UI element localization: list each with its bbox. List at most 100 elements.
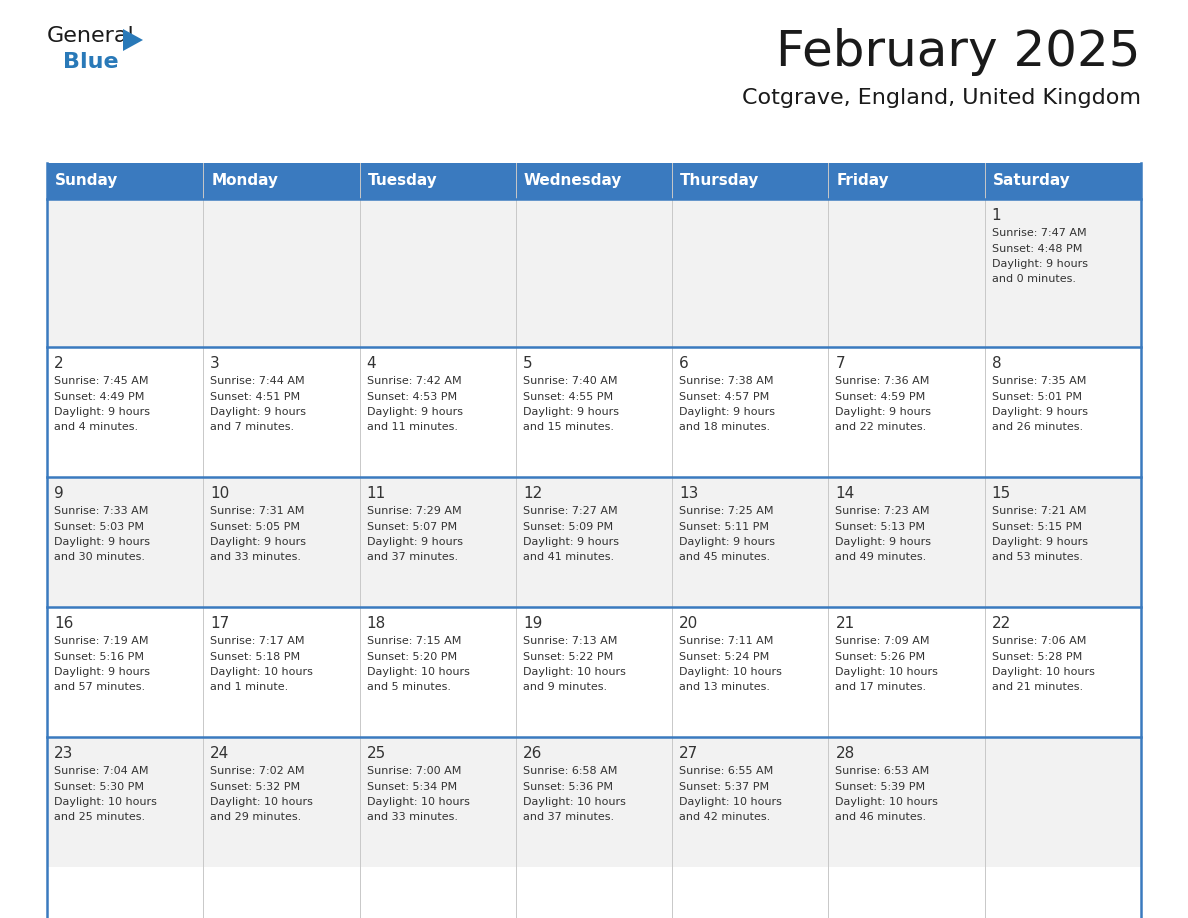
Text: Daylight: 10 hours: Daylight: 10 hours: [210, 667, 314, 677]
Text: Daylight: 9 hours: Daylight: 9 hours: [680, 537, 775, 547]
Bar: [48, 163, 1140, 199]
Text: Daylight: 9 hours: Daylight: 9 hours: [367, 537, 462, 547]
Text: Daylight: 9 hours: Daylight: 9 hours: [367, 407, 462, 417]
Text: 7: 7: [835, 356, 845, 371]
Text: Sunrise: 7:36 AM: Sunrise: 7:36 AM: [835, 376, 930, 386]
Text: 10: 10: [210, 486, 229, 501]
Text: February 2025: February 2025: [777, 28, 1140, 76]
Text: Daylight: 9 hours: Daylight: 9 hours: [992, 259, 1088, 269]
Text: and 17 minutes.: and 17 minutes.: [835, 682, 927, 692]
Text: 4: 4: [367, 356, 377, 371]
Text: Sunrise: 7:00 AM: Sunrise: 7:00 AM: [367, 766, 461, 776]
Text: 5: 5: [523, 356, 532, 371]
Text: and 46 minutes.: and 46 minutes.: [835, 812, 927, 823]
Text: Sunrise: 7:35 AM: Sunrise: 7:35 AM: [992, 376, 1086, 386]
Text: Daylight: 9 hours: Daylight: 9 hours: [53, 537, 150, 547]
Text: Cotgrave, England, United Kingdom: Cotgrave, England, United Kingdom: [742, 88, 1140, 108]
Text: 18: 18: [367, 616, 386, 631]
Text: 14: 14: [835, 486, 854, 501]
Text: Sunset: 4:51 PM: Sunset: 4:51 PM: [210, 391, 301, 401]
Text: and 26 minutes.: and 26 minutes.: [992, 422, 1082, 432]
Text: 21: 21: [835, 616, 854, 631]
Text: Daylight: 10 hours: Daylight: 10 hours: [992, 667, 1094, 677]
Text: Daylight: 10 hours: Daylight: 10 hours: [367, 667, 469, 677]
Text: and 49 minutes.: and 49 minutes.: [835, 553, 927, 563]
Text: Sunset: 5:26 PM: Sunset: 5:26 PM: [835, 652, 925, 662]
Text: Daylight: 9 hours: Daylight: 9 hours: [992, 407, 1088, 417]
Text: Sunrise: 7:09 AM: Sunrise: 7:09 AM: [835, 636, 930, 646]
Text: and 25 minutes.: and 25 minutes.: [53, 812, 145, 823]
Text: Sunset: 5:15 PM: Sunset: 5:15 PM: [992, 521, 1082, 532]
Text: Sunset: 4:53 PM: Sunset: 4:53 PM: [367, 391, 456, 401]
Text: Daylight: 10 hours: Daylight: 10 hours: [680, 797, 782, 807]
Text: Sunset: 5:34 PM: Sunset: 5:34 PM: [367, 781, 456, 791]
Text: Tuesday: Tuesday: [367, 174, 437, 188]
Text: Sunrise: 7:21 AM: Sunrise: 7:21 AM: [992, 506, 1086, 516]
Text: Sunset: 5:24 PM: Sunset: 5:24 PM: [680, 652, 770, 662]
Text: Friday: Friday: [836, 174, 889, 188]
Text: Sunset: 4:48 PM: Sunset: 4:48 PM: [992, 243, 1082, 253]
Text: Daylight: 9 hours: Daylight: 9 hours: [53, 667, 150, 677]
Text: Sunrise: 6:58 AM: Sunrise: 6:58 AM: [523, 766, 618, 776]
Text: and 42 minutes.: and 42 minutes.: [680, 812, 770, 823]
Text: Sunset: 5:07 PM: Sunset: 5:07 PM: [367, 521, 456, 532]
Text: Sunrise: 7:47 AM: Sunrise: 7:47 AM: [992, 228, 1086, 238]
Text: 11: 11: [367, 486, 386, 501]
Text: 13: 13: [680, 486, 699, 501]
Text: 8: 8: [992, 356, 1001, 371]
Text: Sunrise: 7:13 AM: Sunrise: 7:13 AM: [523, 636, 618, 646]
Text: Sunset: 5:11 PM: Sunset: 5:11 PM: [680, 521, 769, 532]
Text: Sunset: 5:01 PM: Sunset: 5:01 PM: [992, 391, 1082, 401]
Text: 25: 25: [367, 746, 386, 761]
Text: Saturday: Saturday: [993, 174, 1070, 188]
Text: Sunset: 5:16 PM: Sunset: 5:16 PM: [53, 652, 144, 662]
Text: Daylight: 9 hours: Daylight: 9 hours: [523, 407, 619, 417]
Text: Sunrise: 7:25 AM: Sunrise: 7:25 AM: [680, 506, 773, 516]
Text: 12: 12: [523, 486, 542, 501]
Text: and 53 minutes.: and 53 minutes.: [992, 553, 1082, 563]
Text: Sunset: 4:57 PM: Sunset: 4:57 PM: [680, 391, 770, 401]
Text: 22: 22: [992, 616, 1011, 631]
Text: Sunset: 5:20 PM: Sunset: 5:20 PM: [367, 652, 456, 662]
Text: 17: 17: [210, 616, 229, 631]
Text: Sunset: 5:13 PM: Sunset: 5:13 PM: [835, 521, 925, 532]
Text: and 4 minutes.: and 4 minutes.: [53, 422, 138, 432]
Text: and 7 minutes.: and 7 minutes.: [210, 422, 295, 432]
Text: and 29 minutes.: and 29 minutes.: [210, 812, 302, 823]
Text: and 18 minutes.: and 18 minutes.: [680, 422, 770, 432]
Text: Sunrise: 7:06 AM: Sunrise: 7:06 AM: [992, 636, 1086, 646]
Text: Daylight: 9 hours: Daylight: 9 hours: [210, 537, 307, 547]
Text: Daylight: 9 hours: Daylight: 9 hours: [680, 407, 775, 417]
Text: Sunrise: 7:38 AM: Sunrise: 7:38 AM: [680, 376, 773, 386]
Text: Sunrise: 7:23 AM: Sunrise: 7:23 AM: [835, 506, 930, 516]
Text: Sunrise: 6:53 AM: Sunrise: 6:53 AM: [835, 766, 930, 776]
Text: and 11 minutes.: and 11 minutes.: [367, 422, 457, 432]
Text: Sunset: 5:36 PM: Sunset: 5:36 PM: [523, 781, 613, 791]
Text: Sunset: 5:05 PM: Sunset: 5:05 PM: [210, 521, 301, 532]
Text: and 37 minutes.: and 37 minutes.: [523, 812, 614, 823]
Text: General: General: [48, 26, 134, 46]
Text: Sunrise: 7:02 AM: Sunrise: 7:02 AM: [210, 766, 305, 776]
Text: 26: 26: [523, 746, 542, 761]
Bar: [48, 607, 1140, 737]
Text: Daylight: 10 hours: Daylight: 10 hours: [53, 797, 157, 807]
Text: Daylight: 10 hours: Daylight: 10 hours: [835, 667, 939, 677]
Text: Sunrise: 7:40 AM: Sunrise: 7:40 AM: [523, 376, 618, 386]
Text: and 33 minutes.: and 33 minutes.: [367, 812, 457, 823]
Text: Sunset: 5:09 PM: Sunset: 5:09 PM: [523, 521, 613, 532]
Text: 23: 23: [53, 746, 74, 761]
Text: Daylight: 9 hours: Daylight: 9 hours: [523, 537, 619, 547]
Text: and 15 minutes.: and 15 minutes.: [523, 422, 614, 432]
Text: Sunrise: 7:04 AM: Sunrise: 7:04 AM: [53, 766, 148, 776]
Text: Sunset: 5:37 PM: Sunset: 5:37 PM: [680, 781, 770, 791]
Text: Sunrise: 7:44 AM: Sunrise: 7:44 AM: [210, 376, 305, 386]
Text: Sunset: 5:39 PM: Sunset: 5:39 PM: [835, 781, 925, 791]
Text: 6: 6: [680, 356, 689, 371]
Text: Sunrise: 7:17 AM: Sunrise: 7:17 AM: [210, 636, 305, 646]
Text: 27: 27: [680, 746, 699, 761]
Text: Sunset: 5:32 PM: Sunset: 5:32 PM: [210, 781, 301, 791]
Text: 2: 2: [53, 356, 64, 371]
Text: Daylight: 10 hours: Daylight: 10 hours: [680, 667, 782, 677]
Text: and 9 minutes.: and 9 minutes.: [523, 682, 607, 692]
Text: 19: 19: [523, 616, 542, 631]
